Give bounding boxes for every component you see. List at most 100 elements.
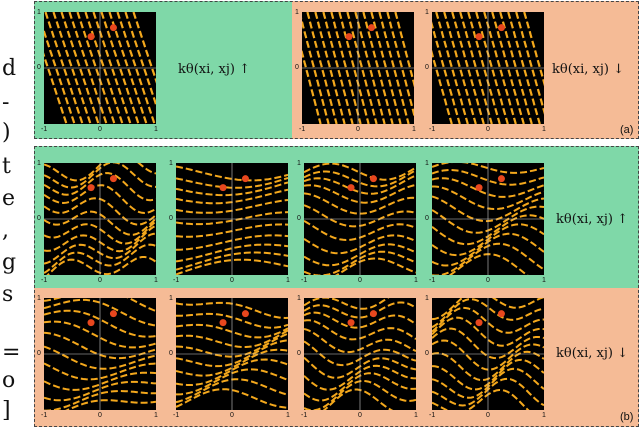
axis-tick-label: 0 [98,277,102,284]
margin-char: s [2,282,14,307]
axis-tick-label: 0 [297,215,301,222]
axis-tick-label: 1 [297,295,301,302]
axis-tick-label: 0 [37,64,41,71]
data-point-marker [109,24,117,32]
vector-field-svg [44,163,156,275]
vector-field-svg [304,163,416,275]
streamline [386,12,414,119]
data-point-marker [475,33,483,41]
panel-b-tag: (b) [620,411,634,423]
vector-field-plot [176,163,288,275]
streamline [44,362,156,381]
vector-field-svg [432,163,544,275]
panel-b [34,146,639,427]
axis-tick-label: -1 [41,277,48,284]
axis-tick-label: 1 [425,9,429,16]
data-point-marker [219,319,227,327]
axis-tick-label: 0 [358,277,362,284]
data-point-marker [219,184,227,192]
axis-tick-label: 0 [425,350,429,357]
axis-tick-label: 0 [37,350,41,357]
data-point-marker [109,175,117,183]
vector-field-plot [432,298,544,410]
axis-tick-label: 1 [425,160,429,167]
axis-tick-label: 0 [295,64,299,71]
streamline [370,12,402,124]
streamline [302,17,330,124]
vector-field-svg [44,12,156,124]
streamline [176,165,288,182]
vector-field-svg [44,298,156,410]
kernel-label-up-a: kθ(xi, xj) ↑ [178,62,250,77]
axis-tick-label: 0 [169,215,173,222]
axis-tick-label: 1 [414,412,418,419]
kernel-label-down-a: kθ(xi, xj) ↓ [552,62,624,77]
streamline [354,12,386,124]
axis-tick-label: 1 [542,277,546,284]
vector-field-plot [304,163,416,275]
vector-field-svg [432,298,544,410]
streamline [314,12,346,124]
margin-char: ) [2,120,11,145]
axis-tick-label: 1 [297,160,301,167]
margin-char: e [2,186,16,211]
streamline [44,380,156,402]
axis-tick-label: 1 [542,412,546,419]
data-point-marker [345,33,353,41]
data-point-marker [475,319,483,327]
streamline [44,371,156,391]
axis-tick-label: -1 [301,412,308,419]
streamline [176,258,288,275]
data-point-marker [367,24,375,32]
axis-tick-label: 1 [169,160,173,167]
axis-tick-label: -1 [301,277,308,284]
axis-tick-label: -1 [429,412,436,419]
data-point-marker [475,184,483,192]
streamline [432,298,544,329]
streamline [432,327,544,360]
streamline [362,12,394,124]
streamline [435,12,469,124]
streamline [322,12,354,124]
data-point-marker [497,310,505,318]
streamline [459,12,493,124]
axis-tick-label: 1 [286,277,290,284]
streamline [176,243,288,263]
axis-tick-label: 1 [37,160,41,167]
streamline [451,12,485,124]
vector-field-svg [176,298,288,410]
streamline [44,389,156,410]
streamline [432,169,544,186]
margin-char: ] [2,398,11,423]
data-point-marker [497,24,505,32]
axis-tick-label: 1 [286,412,290,419]
streamline [515,12,544,115]
axis-tick-label: -1 [429,126,436,133]
axis-tick-label: 0 [486,412,490,419]
axis-tick-label: 1 [154,126,158,133]
axis-tick-label: 0 [356,126,360,133]
streamline [378,12,410,124]
streamline [499,12,533,124]
streamline [330,12,362,124]
data-point-marker [241,175,249,183]
axis-tick-label: 1 [412,126,416,133]
data-point-marker [87,184,95,192]
axis-tick-label: 1 [414,277,418,284]
axis-tick-label: 0 [169,350,173,357]
axis-tick-label: 1 [154,277,158,284]
data-point-marker [87,33,95,41]
streamline [65,399,156,410]
axis-tick-label: 1 [37,295,41,302]
kernel-label-down-b: kθ(xi, xj) ↓ [556,346,628,361]
vector-field-plot [44,12,156,124]
vector-field-plot [176,298,288,410]
axis-tick-label: 1 [169,295,173,302]
axis-tick-label: 0 [486,126,490,133]
streamline [432,306,544,334]
vector-field-svg [176,163,288,275]
streamline [432,21,461,124]
panel-a-tag: (a) [620,124,634,136]
data-point-marker [369,310,377,318]
vector-field-plot [304,298,416,410]
